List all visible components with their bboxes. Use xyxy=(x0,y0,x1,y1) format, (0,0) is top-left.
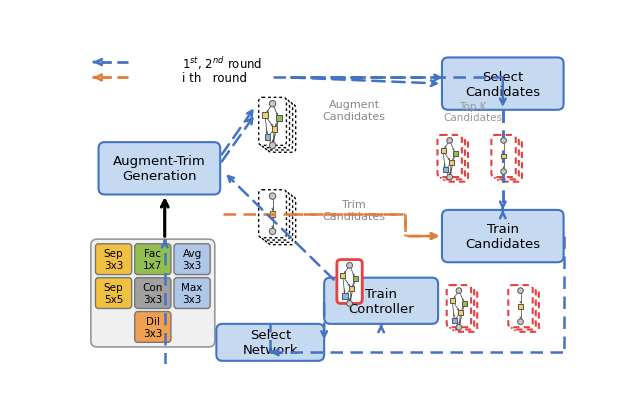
Text: Select
Candidates: Select Candidates xyxy=(465,70,540,99)
FancyBboxPatch shape xyxy=(262,193,289,240)
FancyBboxPatch shape xyxy=(442,58,564,110)
Bar xyxy=(450,299,455,303)
Circle shape xyxy=(269,193,276,200)
Text: Max
3x3: Max 3x3 xyxy=(181,283,203,304)
Circle shape xyxy=(447,138,452,144)
FancyBboxPatch shape xyxy=(174,244,210,275)
FancyBboxPatch shape xyxy=(515,290,539,332)
Text: Train
Candidates: Train Candidates xyxy=(465,222,540,250)
Circle shape xyxy=(269,101,276,108)
Bar xyxy=(262,113,268,119)
FancyBboxPatch shape xyxy=(259,98,287,146)
FancyBboxPatch shape xyxy=(492,136,516,178)
Circle shape xyxy=(500,169,506,175)
FancyBboxPatch shape xyxy=(268,105,296,153)
FancyBboxPatch shape xyxy=(265,195,292,243)
FancyBboxPatch shape xyxy=(438,136,462,178)
FancyBboxPatch shape xyxy=(453,290,477,332)
FancyBboxPatch shape xyxy=(174,278,210,309)
Text: Augment
Candidates: Augment Candidates xyxy=(323,100,386,121)
Bar xyxy=(349,286,354,291)
FancyBboxPatch shape xyxy=(440,138,465,180)
Bar xyxy=(265,135,270,141)
FancyBboxPatch shape xyxy=(216,324,324,361)
Circle shape xyxy=(500,138,506,144)
Circle shape xyxy=(456,288,461,294)
FancyBboxPatch shape xyxy=(95,244,132,275)
Bar xyxy=(271,127,277,133)
Circle shape xyxy=(518,319,524,325)
Text: Top K
Candidates: Top K Candidates xyxy=(444,101,502,123)
Text: Fac
1x7: Fac 1x7 xyxy=(143,249,163,270)
FancyBboxPatch shape xyxy=(91,240,215,347)
FancyBboxPatch shape xyxy=(135,312,171,342)
Bar xyxy=(353,276,358,281)
FancyBboxPatch shape xyxy=(497,140,522,182)
Circle shape xyxy=(347,263,353,269)
Text: Sep
3x3: Sep 3x3 xyxy=(104,249,124,270)
Bar xyxy=(440,148,445,153)
FancyBboxPatch shape xyxy=(135,244,171,275)
Text: Con
3x3: Con 3x3 xyxy=(143,283,163,304)
Bar xyxy=(501,154,506,159)
FancyBboxPatch shape xyxy=(268,197,296,245)
Text: Avg
3x3: Avg 3x3 xyxy=(182,249,202,270)
FancyBboxPatch shape xyxy=(259,190,287,238)
FancyBboxPatch shape xyxy=(447,285,471,328)
FancyBboxPatch shape xyxy=(135,278,171,309)
Bar xyxy=(452,151,458,156)
Text: Dil
3x3: Dil 3x3 xyxy=(143,317,163,338)
FancyBboxPatch shape xyxy=(265,103,292,151)
FancyBboxPatch shape xyxy=(442,210,564,263)
Bar xyxy=(458,310,463,315)
Bar xyxy=(449,161,454,166)
Circle shape xyxy=(518,288,524,294)
Bar xyxy=(276,116,282,122)
Bar xyxy=(269,211,275,217)
FancyBboxPatch shape xyxy=(444,140,468,182)
Bar xyxy=(462,301,467,306)
Circle shape xyxy=(447,175,452,180)
Text: Select
Network: Select Network xyxy=(243,328,298,357)
FancyBboxPatch shape xyxy=(511,288,536,330)
Circle shape xyxy=(269,143,276,149)
Text: Augment-Trim
Generation: Augment-Trim Generation xyxy=(113,155,205,183)
FancyBboxPatch shape xyxy=(495,138,519,180)
Circle shape xyxy=(456,325,461,330)
Bar xyxy=(342,294,348,299)
Bar xyxy=(443,168,448,173)
FancyBboxPatch shape xyxy=(324,278,438,324)
Text: Trim
Candidates: Trim Candidates xyxy=(323,200,386,221)
FancyBboxPatch shape xyxy=(95,278,132,309)
FancyBboxPatch shape xyxy=(450,288,474,330)
Text: Sep
5x5: Sep 5x5 xyxy=(104,283,124,304)
Bar xyxy=(452,318,457,323)
Circle shape xyxy=(347,301,353,307)
FancyBboxPatch shape xyxy=(99,143,220,195)
Text: 1$^{st}$, 2$^{nd}$ round: 1$^{st}$, 2$^{nd}$ round xyxy=(182,54,262,71)
Text: i th   round: i th round xyxy=(182,72,246,85)
FancyBboxPatch shape xyxy=(508,285,532,328)
Circle shape xyxy=(269,229,276,235)
Text: Train
Controller: Train Controller xyxy=(348,287,414,315)
FancyBboxPatch shape xyxy=(262,101,289,148)
Bar xyxy=(518,304,523,309)
FancyBboxPatch shape xyxy=(337,260,362,304)
Bar xyxy=(340,274,345,279)
